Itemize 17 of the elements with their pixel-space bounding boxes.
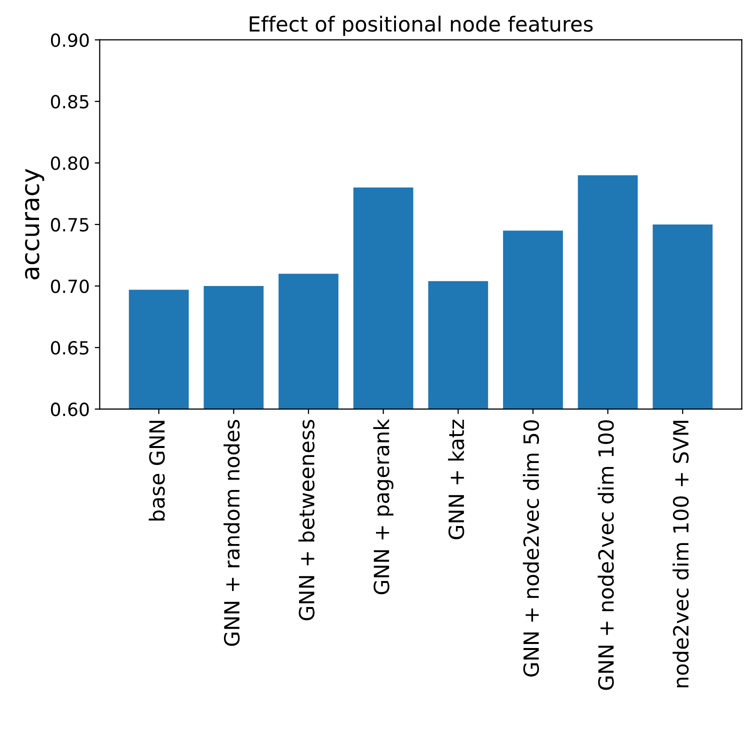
x-tick-label: GNN + pagerank bbox=[373, 418, 394, 594]
x-tick-label: GNN + katz bbox=[448, 420, 464, 540]
y-tick-label: 0.70 bbox=[50, 279, 89, 294]
y-tick-label: 0.80 bbox=[50, 156, 89, 170]
x-tick-label: GNN + node2vec dim 100 bbox=[598, 420, 614, 690]
x-tick-label: GNN + random nodes bbox=[224, 420, 240, 646]
x-tick-label: base GNN bbox=[148, 420, 165, 521]
y-axis-title: accuracy bbox=[25, 168, 44, 280]
y-tick-label: 0.85 bbox=[50, 94, 88, 109]
y-tick-label: 0.75 bbox=[50, 218, 88, 232]
x-tick-label: GNN + node2vec dim 50 bbox=[522, 420, 540, 677]
y-tick-label: 0.60 bbox=[50, 402, 89, 416]
y-tick-label: 0.90 bbox=[50, 33, 89, 47]
chart-title: Effect of positional node features bbox=[250, 16, 593, 36]
y-tick-label: 0.65 bbox=[50, 341, 88, 355]
x-tick-label: node2vec dim 100 + SVM bbox=[672, 420, 689, 688]
x-tick-label: GNN + betweeness bbox=[298, 420, 315, 620]
